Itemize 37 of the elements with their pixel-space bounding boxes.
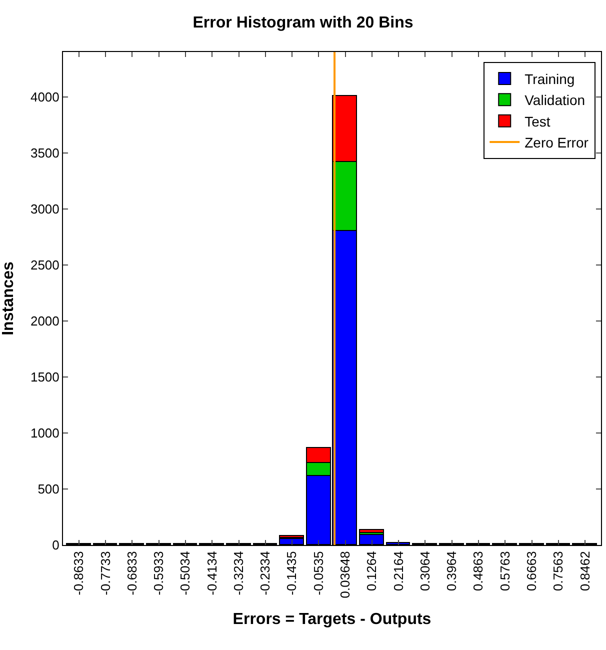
legend-label: Test: [524, 113, 550, 130]
x-tick-label: 0.3064: [417, 551, 432, 591]
bar: [359, 529, 384, 533]
x-tick-label: -0.7733: [98, 551, 113, 596]
x-tick-label: 0.1264: [364, 551, 380, 591]
y-tick-label: 2000: [30, 313, 60, 328]
x-tick-label: 0.4863: [470, 551, 486, 591]
x-tick-label: -0.4134: [204, 551, 220, 596]
y-axis-title: Instances: [0, 261, 17, 336]
x-tick-label: -0.1435: [284, 551, 300, 596]
x-axis-title: Errors = Targets - Outputs: [232, 610, 432, 628]
y-tick-label: 1000: [30, 426, 60, 440]
x-tick-label: 0.7563: [550, 551, 566, 591]
legend-label: Validation: [524, 92, 586, 108]
x-tick-label: -0.5933: [151, 551, 166, 596]
x-tick-label: -0.5034: [178, 551, 193, 596]
chart-title: Error Histogram with 20 Bins: [192, 14, 414, 32]
y-tick-label: 3500: [30, 145, 60, 160]
y-tick-label: 4000: [30, 89, 60, 104]
y-tick-label: 0: [52, 538, 60, 553]
x-tick-label: 0.3964: [444, 551, 460, 591]
x-tick-label: 0.8462: [577, 551, 592, 591]
x-tick-label: -0.3234: [230, 551, 246, 596]
x-tick-label: 0.6663: [524, 551, 540, 591]
x-tick-label: -0.8633: [71, 551, 86, 596]
x-tick-label: 0.5763: [497, 551, 512, 591]
y-tick-label: 3000: [30, 201, 60, 216]
legend-label: Zero Error: [524, 134, 589, 151]
x-tick-label: -0.0535: [310, 551, 326, 596]
x-tick-label: -0.6833: [124, 551, 140, 596]
y-tick-label: 500: [38, 482, 60, 497]
legend-label: Training: [524, 70, 575, 87]
x-tick-label: 0.03648: [338, 551, 353, 598]
y-tick-label: 2500: [30, 257, 60, 272]
y-tick-label: 1500: [30, 369, 60, 384]
x-tick-label: 0.2164: [390, 551, 406, 591]
x-tick-label: -0.2334: [258, 551, 273, 596]
